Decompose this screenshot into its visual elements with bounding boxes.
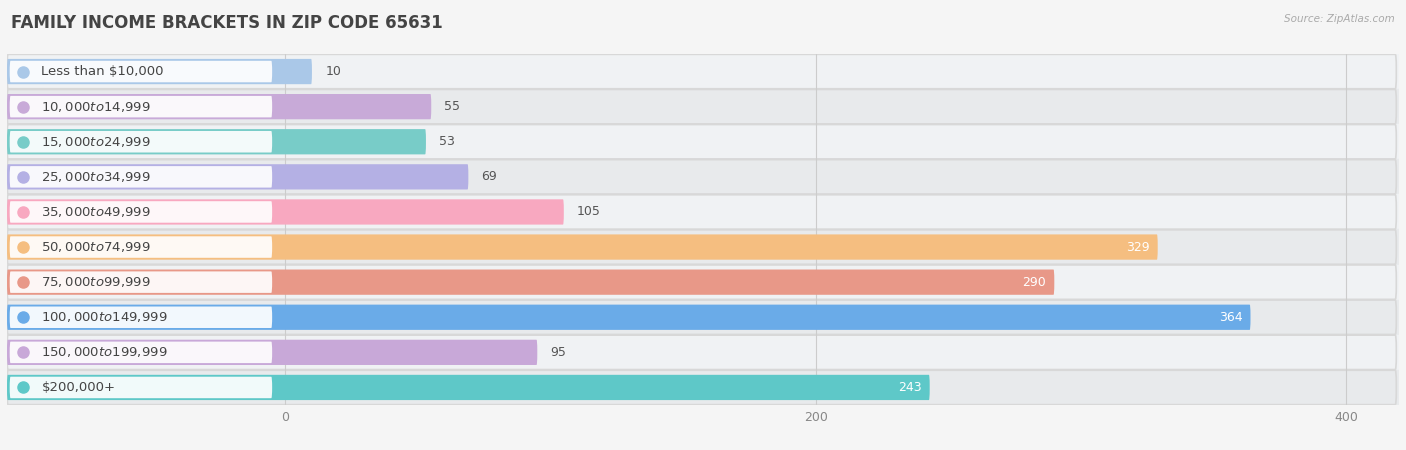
FancyBboxPatch shape	[7, 265, 1396, 299]
FancyBboxPatch shape	[10, 131, 273, 153]
Bar	[7, 230, 1399, 265]
Bar	[7, 335, 1399, 370]
Bar	[7, 159, 1399, 194]
FancyBboxPatch shape	[7, 90, 1396, 124]
Text: Source: ZipAtlas.com: Source: ZipAtlas.com	[1284, 14, 1395, 23]
Bar	[7, 124, 1399, 159]
Text: 69: 69	[482, 171, 498, 183]
FancyBboxPatch shape	[7, 54, 1396, 89]
FancyBboxPatch shape	[7, 160, 1396, 194]
FancyBboxPatch shape	[7, 129, 426, 154]
FancyBboxPatch shape	[7, 199, 564, 225]
Text: $100,000 to $149,999: $100,000 to $149,999	[42, 310, 169, 324]
FancyBboxPatch shape	[10, 201, 273, 223]
Bar	[7, 265, 1399, 300]
Text: $200,000+: $200,000+	[42, 381, 115, 394]
Text: 105: 105	[576, 206, 600, 218]
Bar	[7, 300, 1399, 335]
FancyBboxPatch shape	[10, 306, 273, 328]
FancyBboxPatch shape	[7, 59, 312, 84]
Text: 290: 290	[1022, 276, 1046, 288]
Text: $150,000 to $199,999: $150,000 to $199,999	[42, 345, 169, 360]
FancyBboxPatch shape	[7, 125, 1396, 159]
Text: FAMILY INCOME BRACKETS IN ZIP CODE 65631: FAMILY INCOME BRACKETS IN ZIP CODE 65631	[11, 14, 443, 32]
Text: 364: 364	[1219, 311, 1243, 324]
Text: $15,000 to $24,999: $15,000 to $24,999	[42, 135, 152, 149]
FancyBboxPatch shape	[7, 270, 1054, 295]
Text: 329: 329	[1126, 241, 1150, 253]
Text: $10,000 to $14,999: $10,000 to $14,999	[42, 99, 152, 114]
FancyBboxPatch shape	[10, 166, 273, 188]
Bar	[7, 54, 1399, 89]
Bar	[7, 194, 1399, 230]
FancyBboxPatch shape	[7, 340, 537, 365]
Text: $25,000 to $34,999: $25,000 to $34,999	[42, 170, 152, 184]
Text: $50,000 to $74,999: $50,000 to $74,999	[42, 240, 152, 254]
Bar	[7, 89, 1399, 124]
FancyBboxPatch shape	[7, 164, 468, 189]
Text: 53: 53	[439, 135, 456, 148]
Text: Less than $10,000: Less than $10,000	[42, 65, 165, 78]
FancyBboxPatch shape	[7, 305, 1250, 330]
Text: $35,000 to $49,999: $35,000 to $49,999	[42, 205, 152, 219]
FancyBboxPatch shape	[7, 230, 1396, 264]
FancyBboxPatch shape	[10, 236, 273, 258]
Text: 55: 55	[444, 100, 461, 113]
FancyBboxPatch shape	[10, 96, 273, 117]
FancyBboxPatch shape	[10, 377, 273, 398]
FancyBboxPatch shape	[7, 234, 1157, 260]
FancyBboxPatch shape	[7, 195, 1396, 229]
Text: 95: 95	[551, 346, 567, 359]
Text: $75,000 to $99,999: $75,000 to $99,999	[42, 275, 152, 289]
FancyBboxPatch shape	[7, 370, 1396, 405]
FancyBboxPatch shape	[10, 271, 273, 293]
Text: 10: 10	[325, 65, 342, 78]
FancyBboxPatch shape	[7, 375, 929, 400]
FancyBboxPatch shape	[7, 94, 432, 119]
FancyBboxPatch shape	[10, 342, 273, 363]
Text: 243: 243	[898, 381, 922, 394]
FancyBboxPatch shape	[7, 300, 1396, 334]
FancyBboxPatch shape	[7, 335, 1396, 369]
Bar	[7, 370, 1399, 405]
FancyBboxPatch shape	[10, 61, 273, 82]
